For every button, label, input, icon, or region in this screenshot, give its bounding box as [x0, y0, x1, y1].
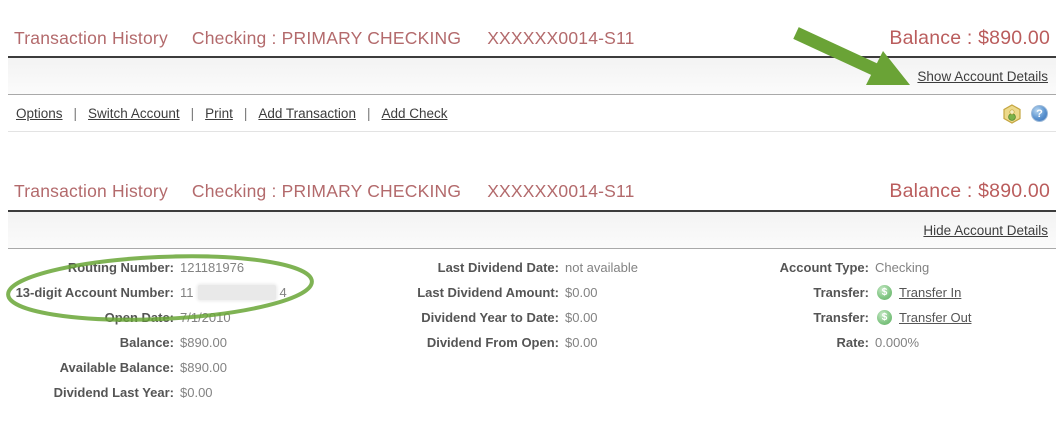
detail-value: 7/1/2010 [180, 310, 231, 325]
hexagon-module-icon[interactable] [1002, 103, 1022, 124]
page-title: Transaction History [14, 27, 168, 48]
hide-account-details-link[interactable]: Hide Account Details [923, 222, 1048, 238]
header-divider [8, 56, 1056, 58]
menu-item-add-check[interactable]: Add Check [381, 106, 448, 121]
detail-value: 0.000% [875, 335, 920, 350]
menu-item-options[interactable]: Options [16, 106, 63, 121]
detail-row-dividend-ytd: Dividend Year to Date: $0.00 [344, 305, 638, 330]
show-account-details-link[interactable]: Show Account Details [917, 68, 1048, 84]
details-column-2: Last Dividend Date: not available Last D… [344, 255, 638, 355]
menu-separator: | [190, 106, 195, 121]
detail-value: not available [565, 260, 638, 275]
detail-row-dividend-from-open: Dividend From Open: $0.00 [344, 330, 638, 355]
detail-row-transfer-in: Transfer: $ Transfer In [704, 280, 971, 305]
detail-row-rate: Rate: 0.000% [704, 330, 971, 355]
menu-item-add-transaction[interactable]: Add Transaction [258, 106, 356, 121]
detail-label: Balance: [119, 335, 174, 350]
account-details-toggle-bar: Hide Account Details [8, 212, 1056, 249]
detail-row-account-type: Account Type: Checking [704, 255, 971, 280]
balance-label: Balance : $890.00 [889, 26, 1050, 49]
detail-row-account-number: 13-digit Account Number: 11 4 [14, 280, 287, 305]
menu-icon-group: ? [1002, 103, 1048, 124]
transfer-out-link[interactable]: Transfer Out [899, 310, 972, 325]
account-number-mask: XXXXXX0014-S11 [487, 27, 635, 48]
detail-value: 11 4 [180, 285, 287, 300]
detail-row-transfer-out: Transfer: $ Transfer Out [704, 305, 971, 330]
account-header-collapsed: Transaction History Checking : PRIMARY C… [14, 24, 1050, 52]
detail-value: $0.00 [565, 335, 598, 350]
menu-separator: | [243, 106, 248, 121]
detail-label: Transfer: [813, 310, 869, 325]
detail-label: Dividend From Open: [426, 335, 559, 350]
menu-item-print[interactable]: Print [205, 106, 233, 121]
account-number-suffix: 4 [279, 285, 287, 300]
detail-label: 13-digit Account Number: [15, 285, 174, 300]
account-details-toggle-bar: Show Account Details [8, 58, 1056, 95]
dollar-circle-icon: $ [877, 310, 892, 325]
details-column-3: Account Type: Checking Transfer: $ Trans… [704, 255, 972, 355]
detail-label: Available Balance: [59, 360, 174, 375]
detail-row-routing-number: Routing Number: 121181976 [14, 255, 287, 280]
detail-value: $ Transfer Out [875, 310, 971, 325]
action-menu-bar: Options | Switch Account | Print | Add T… [8, 96, 1056, 132]
detail-label: Dividend Year to Date: [421, 310, 559, 325]
detail-value: 121181976 [180, 260, 245, 275]
account-details-panel: Routing Number: 121181976 13-digit Accou… [8, 251, 1056, 419]
account-type-label: Checking : PRIMARY CHECKING [191, 27, 462, 48]
balance-label: Balance : $890.00 [889, 179, 1050, 202]
detail-label: Rate: [836, 335, 869, 350]
detail-row-balance: Balance: $890.00 [14, 330, 287, 355]
redacted-account-digits [197, 285, 276, 300]
detail-value: Checking [875, 260, 930, 275]
detail-row-last-dividend-amount: Last Dividend Amount: $0.00 [344, 280, 638, 305]
detail-row-open-date: Open Date: 7/1/2010 [14, 305, 287, 330]
detail-value: $ Transfer In [875, 285, 961, 300]
account-number-mask: XXXXXX0014-S11 [487, 180, 635, 201]
account-number-prefix: 11 [180, 285, 194, 300]
detail-row-last-dividend-date: Last Dividend Date: not available [344, 255, 638, 280]
detail-value: $890.00 [180, 360, 227, 375]
detail-value: $890.00 [180, 335, 227, 350]
detail-label: Last Dividend Date: [437, 260, 559, 275]
details-column-1: Routing Number: 121181976 13-digit Accou… [14, 255, 287, 405]
menu-separator: | [73, 106, 78, 121]
detail-value: $0.00 [565, 310, 598, 325]
header-divider [8, 210, 1056, 212]
help-question-icon[interactable]: ? [1031, 105, 1048, 122]
detail-label: Last Dividend Amount: [417, 285, 559, 300]
detail-label: Dividend Last Year: [53, 385, 174, 400]
transfer-in-link[interactable]: Transfer In [899, 285, 962, 300]
menu-separator: | [366, 106, 371, 121]
detail-label: Open Date: [104, 310, 174, 325]
detail-value: $0.00 [180, 385, 213, 400]
detail-label: Account Type: [779, 260, 869, 275]
dollar-circle-icon: $ [877, 285, 892, 300]
menu-item-switch-account[interactable]: Switch Account [88, 106, 180, 121]
detail-label: Routing Number: [67, 260, 174, 275]
account-header-expanded: Transaction History Checking : PRIMARY C… [14, 177, 1050, 205]
detail-value: $0.00 [565, 285, 598, 300]
page-title: Transaction History [14, 180, 168, 201]
account-type-label: Checking : PRIMARY CHECKING [191, 180, 462, 201]
detail-row-available-balance: Available Balance: $890.00 [14, 355, 287, 380]
detail-label: Transfer: [813, 285, 869, 300]
detail-row-dividend-last-year: Dividend Last Year: $0.00 [14, 380, 287, 405]
